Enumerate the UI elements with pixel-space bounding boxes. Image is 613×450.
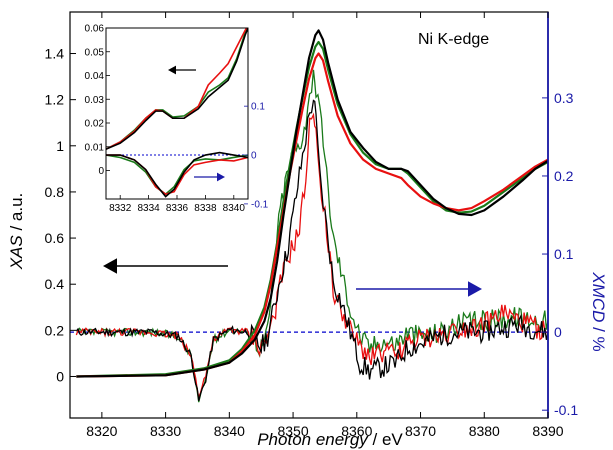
xas-axis-arrow-head <box>103 258 117 274</box>
y2-tick-label: 0.1 <box>554 246 574 262</box>
chart-labels: Ni K-edge Photon energy / eV XAS / a.u. … <box>7 31 608 449</box>
inset-y2-tick-label: 0.1 <box>251 102 265 113</box>
inset-y-tick-label: 0.03 <box>85 95 105 106</box>
inset-xmcd-line-black <box>106 151 248 198</box>
axis-arrows <box>103 258 482 297</box>
inset-y2-tick-label: -0.1 <box>251 199 269 210</box>
x-tick-label: 8390 <box>532 423 563 439</box>
y-tick-label: 0 <box>56 368 64 384</box>
x-tick-label: 8360 <box>341 423 372 439</box>
y2-axis-label: XMCD / % <box>589 271 608 351</box>
x-tick-label: 8330 <box>150 423 181 439</box>
x-tick-label: 8340 <box>214 423 245 439</box>
x-tick-label: 8380 <box>469 423 500 439</box>
y-tick-label: 0.2 <box>45 322 65 338</box>
inset-xas-line-black <box>106 28 248 150</box>
inset-xas-arrow-head <box>168 65 176 75</box>
y-axis-label: XAS / a.u. <box>7 193 26 271</box>
y2-tick-label: 0.3 <box>554 90 574 106</box>
xas-line-green <box>76 40 548 378</box>
inset-x-tick-label: 8340 <box>223 203 246 214</box>
y-tick-label: 1 <box>56 138 64 154</box>
inset-y-tick-label: 0 <box>98 166 104 177</box>
y-tick-label: 0.8 <box>45 184 65 200</box>
inset-y-tick-label: 0.04 <box>85 71 105 82</box>
inset-plot-area: 8332 8334 8336 8338 8340 0 0.01 0.02 0.03 0.04 0.0… <box>85 24 269 215</box>
inset-y2-tick-label: 0 <box>251 151 257 162</box>
inset-x-tick-label: 8338 <box>194 203 217 214</box>
x-tick-label: 8370 <box>405 423 436 439</box>
y-tick-label: 0.6 <box>45 230 65 246</box>
x-axis-label: Photon energy / eV <box>257 430 403 449</box>
y-tick-label: 1.4 <box>45 46 65 62</box>
inset-y-tick-label: 0.02 <box>85 119 105 130</box>
inset-xmcd-arrow-head <box>217 172 225 182</box>
xas-line-black <box>76 29 548 378</box>
inset-y-tick-label: 0.01 <box>85 142 105 153</box>
inset-y-tick-label: 0.05 <box>85 47 105 58</box>
xmcd-axis-arrow-head <box>468 281 482 297</box>
y2-tick-label: 0.2 <box>554 168 574 184</box>
y2-tick-label: 0 <box>554 324 562 340</box>
xas-line-red <box>76 52 548 378</box>
y-tick-label: 1.2 <box>45 92 65 108</box>
y2-tick-label: -0.1 <box>554 402 578 418</box>
inset-clip <box>106 28 248 198</box>
main-plot-area <box>70 29 548 403</box>
inset-y-tick-label: 0.06 <box>85 24 105 35</box>
inset-x-tick-label: 8334 <box>137 203 160 214</box>
edge-annotation: Ni K-edge <box>418 31 489 48</box>
xmcd-line-black <box>75 99 548 402</box>
main-axes: 8320 8330 8340 8350 8360 8370 8380 8390 0 0.2 0.4 0… <box>45 11 578 439</box>
y-tick-label: 0.4 <box>45 276 65 292</box>
inset-x-tick-label: 8336 <box>166 203 189 214</box>
inset-background <box>106 28 248 199</box>
inset-x-tick-label: 8332 <box>109 203 132 214</box>
x-tick-label: 8320 <box>86 423 117 439</box>
x-tick-label: 8350 <box>277 423 308 439</box>
